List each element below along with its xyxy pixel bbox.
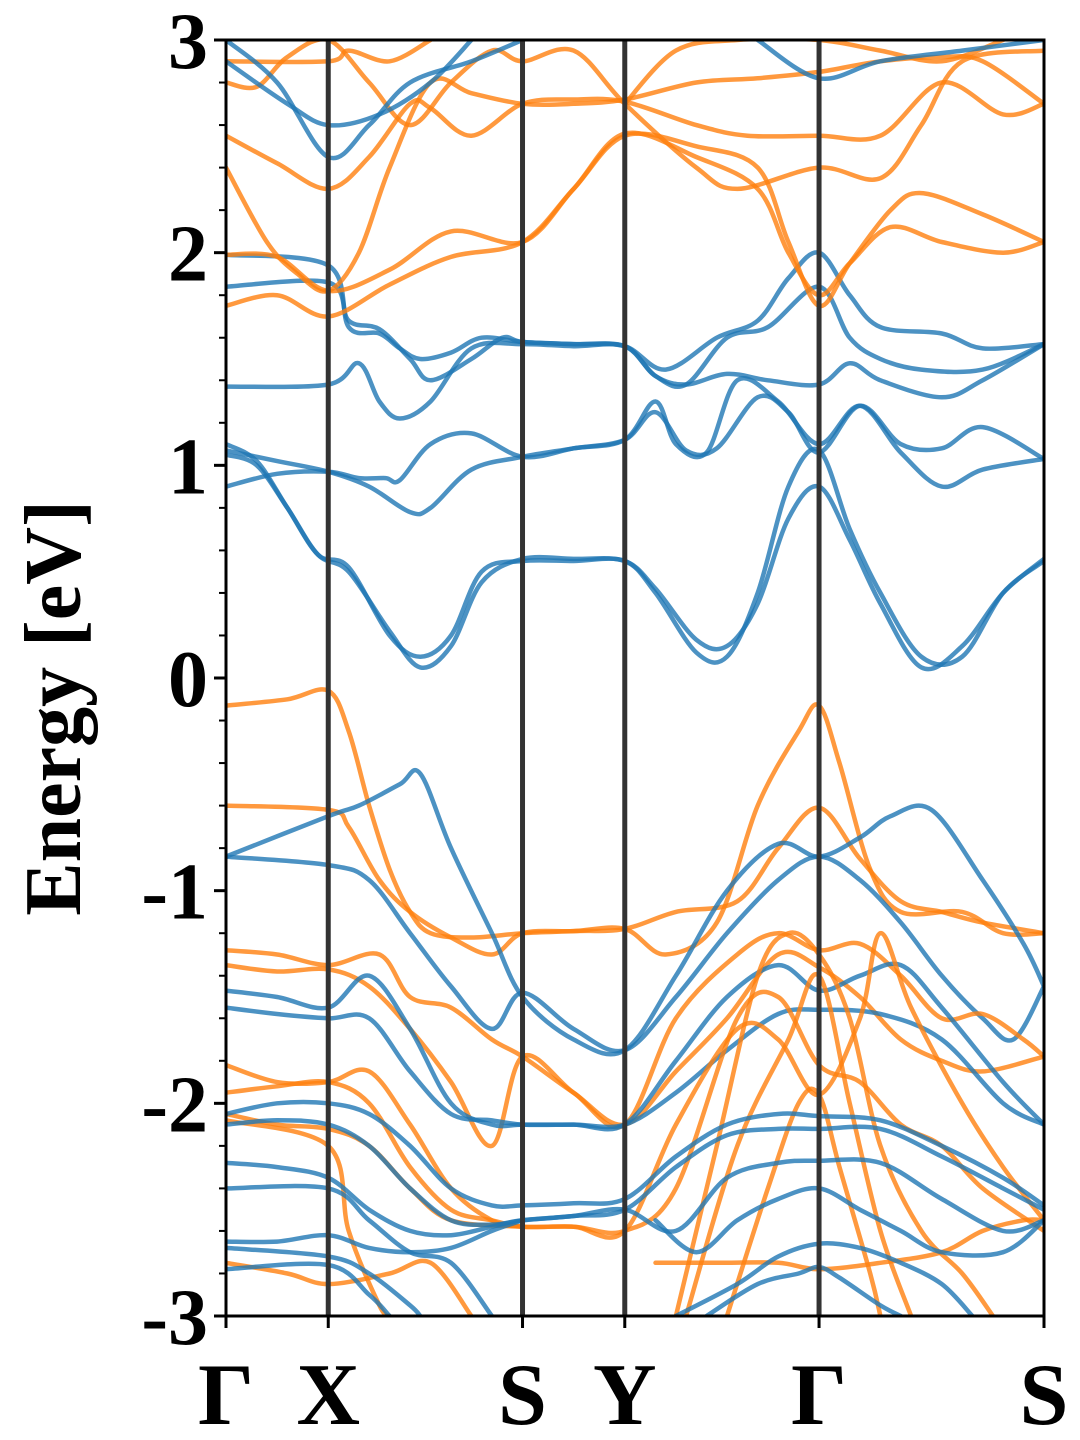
band-line-orange xyxy=(226,930,1044,1240)
band-line-blue xyxy=(226,1157,1044,1238)
band-line-orange xyxy=(226,687,1044,957)
x-tick-label: S xyxy=(1020,1347,1069,1440)
band-line-blue xyxy=(226,1099,1044,1209)
band-line-blue xyxy=(755,40,1044,82)
y-tick-label: 0 xyxy=(168,636,208,724)
y-tick-label: 1 xyxy=(168,423,208,511)
band-line-orange xyxy=(653,1217,1044,1272)
band-lines xyxy=(226,40,1044,1316)
band-line-blue xyxy=(226,40,474,128)
band-line-orange xyxy=(226,989,1044,1236)
band-line-blue xyxy=(226,1118,1044,1228)
band-line-blue xyxy=(226,452,1044,672)
band-line-blue xyxy=(226,1183,495,1316)
y-axis-title: Energy [eV] xyxy=(10,500,98,915)
band-line-orange xyxy=(226,80,1044,192)
x-tick-label: Γ xyxy=(791,1347,847,1440)
band-line-blue xyxy=(226,1261,392,1316)
x-tick-label: X xyxy=(296,1347,360,1440)
y-tick-label: 3 xyxy=(168,0,208,86)
y-tick-label: 2 xyxy=(168,211,208,299)
band-line-blue xyxy=(226,1218,525,1255)
band-line-orange xyxy=(724,1086,883,1316)
band-line-orange xyxy=(622,40,1006,107)
band-line-orange xyxy=(673,930,996,1316)
band-line-blue xyxy=(226,1245,423,1316)
band-line-blue xyxy=(226,767,1044,1057)
band-line-blue xyxy=(226,250,1044,372)
y-tick-label: -2 xyxy=(141,1061,208,1149)
band-line-orange xyxy=(226,130,1044,298)
x-tick-label: Y xyxy=(593,1347,657,1440)
y-ticks: -3 -2 -1 0 1 2 3 xyxy=(141,0,226,1362)
kpoint-lines xyxy=(325,40,822,1316)
band-line-blue xyxy=(226,393,1044,517)
band-line-orange xyxy=(226,1258,474,1316)
y-tick-label: -3 xyxy=(141,1274,208,1362)
y-tick-label: -1 xyxy=(141,849,208,937)
band-line-orange xyxy=(226,131,1044,319)
band-line-orange xyxy=(226,40,433,65)
x-tick-label: Γ xyxy=(198,1347,254,1440)
band-line-blue xyxy=(226,854,1044,1054)
band-line-blue xyxy=(653,1185,1044,1258)
band-line-blue xyxy=(226,1005,1044,1130)
plot-frame xyxy=(224,38,1046,1318)
band-line-orange xyxy=(226,930,1044,1130)
band-line-blue xyxy=(226,441,1044,667)
band-line-blue xyxy=(673,1241,975,1316)
x-tick-label: S xyxy=(498,1347,547,1440)
band-line-blue xyxy=(226,40,525,161)
